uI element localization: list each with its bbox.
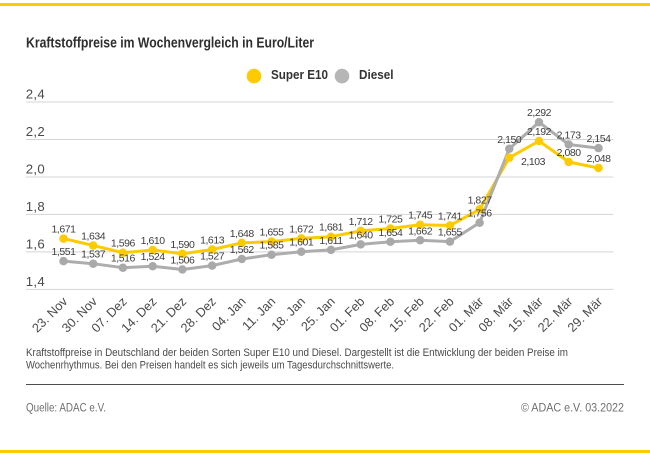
svg-text:1,672: 1,672: [289, 223, 314, 235]
svg-text:1,506: 1,506: [170, 255, 195, 267]
svg-text:2,2: 2,2: [26, 124, 45, 139]
svg-text:1,634: 1,634: [81, 231, 106, 243]
svg-text:1,648: 1,648: [230, 228, 255, 240]
svg-text:2,080: 2,080: [557, 147, 582, 159]
svg-text:1,562: 1,562: [230, 244, 255, 256]
svg-text:1,654: 1,654: [378, 227, 403, 239]
svg-text:2,0: 2,0: [26, 161, 45, 176]
svg-text:1,712: 1,712: [349, 216, 374, 228]
svg-text:Kraftstoffpreise in Deutschlan: Kraftstoffpreise in Deutschland der beid…: [26, 347, 568, 359]
svg-text:1,725: 1,725: [378, 214, 403, 226]
svg-text:2,048: 2,048: [586, 153, 611, 165]
svg-text:1,745: 1,745: [408, 210, 433, 222]
svg-text:1,681: 1,681: [319, 222, 344, 234]
svg-text:1,524: 1,524: [141, 251, 166, 263]
svg-text:2,173: 2,173: [557, 130, 582, 142]
svg-text:Super E10: Super E10: [271, 67, 328, 82]
svg-text:© ADAC e.V. 03.2022: © ADAC e.V. 03.2022: [521, 401, 624, 415]
svg-text:2,150: 2,150: [497, 134, 522, 146]
svg-text:1,527: 1,527: [200, 251, 225, 263]
svg-text:1,596: 1,596: [111, 238, 136, 250]
svg-text:1,640: 1,640: [349, 229, 374, 241]
svg-text:1,756: 1,756: [468, 208, 493, 220]
svg-text:1,6: 1,6: [26, 236, 45, 251]
svg-text:1,610: 1,610: [141, 235, 166, 247]
svg-text:1,671: 1,671: [51, 224, 76, 236]
svg-text:2,292: 2,292: [527, 107, 552, 119]
svg-text:2,4: 2,4: [26, 86, 45, 101]
svg-text:Diesel: Diesel: [359, 67, 394, 82]
svg-text:1,4: 1,4: [26, 274, 45, 289]
svg-text:1,655: 1,655: [438, 227, 463, 239]
svg-text:Quelle: ADAC e.V.: Quelle: ADAC e.V.: [26, 403, 106, 415]
svg-text:2,103: 2,103: [521, 156, 546, 168]
svg-text:Kraftstoffpreise im Wochenverg: Kraftstoffpreise im Wochenvergleich in E…: [26, 36, 314, 52]
svg-text:1,585: 1,585: [259, 240, 284, 252]
svg-text:1,662: 1,662: [408, 225, 433, 237]
svg-text:1,611: 1,611: [319, 235, 343, 247]
svg-text:1,537: 1,537: [81, 249, 106, 261]
svg-text:Wochenrhythmus. Bei den Preise: Wochenrhythmus. Bei den Preisen handelt …: [26, 360, 394, 372]
svg-text:1,590: 1,590: [170, 239, 195, 251]
svg-text:1,8: 1,8: [26, 199, 45, 214]
svg-text:2,192: 2,192: [527, 126, 552, 138]
svg-text:1,601: 1,601: [289, 237, 314, 249]
svg-text:2,154: 2,154: [586, 133, 611, 145]
svg-text:1,655: 1,655: [259, 227, 284, 239]
svg-text:1,827: 1,827: [468, 194, 493, 206]
svg-text:1,741: 1,741: [438, 211, 463, 223]
svg-text:1,613: 1,613: [200, 235, 225, 247]
svg-text:1,551: 1,551: [51, 246, 76, 258]
svg-text:1,516: 1,516: [111, 253, 136, 265]
